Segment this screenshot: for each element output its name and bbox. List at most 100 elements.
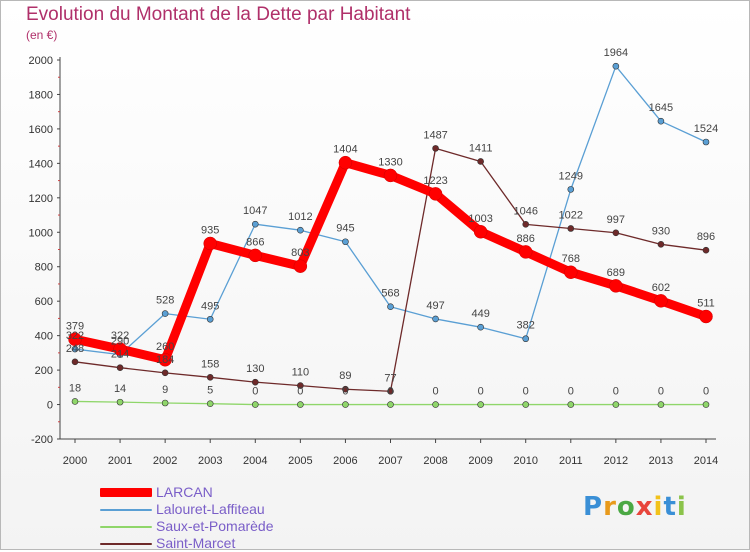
data-point bbox=[432, 401, 439, 408]
legend-label: LARCAN bbox=[156, 484, 213, 500]
data-label: 290 bbox=[111, 336, 129, 348]
data-label: 689 bbox=[607, 267, 625, 279]
data-point bbox=[116, 398, 124, 406]
series-line-0 bbox=[70, 158, 711, 365]
data-point bbox=[657, 241, 665, 248]
x-tick-label: 2006 bbox=[333, 455, 357, 467]
data-point bbox=[518, 245, 533, 259]
data-label: 0 bbox=[387, 386, 393, 398]
data-point bbox=[71, 398, 79, 405]
data-label: 0 bbox=[342, 386, 348, 398]
data-label: 602 bbox=[652, 282, 670, 294]
data-point bbox=[473, 225, 488, 239]
logo-letter: i bbox=[676, 492, 687, 522]
data-label: 77 bbox=[384, 372, 396, 384]
data-point bbox=[522, 221, 530, 228]
data-label: 5 bbox=[207, 385, 213, 397]
data-point bbox=[338, 155, 353, 170]
data-point bbox=[612, 62, 620, 70]
x-tick-label: 2010 bbox=[513, 455, 537, 467]
data-label: 158 bbox=[201, 358, 219, 370]
data-point bbox=[68, 332, 82, 347]
logo-letter: x bbox=[635, 492, 654, 522]
data-label: 495 bbox=[201, 300, 219, 312]
data-point bbox=[564, 265, 578, 279]
chart-title: Evolution du Montant de la Dette par Hab… bbox=[26, 4, 411, 25]
data-point bbox=[342, 385, 349, 393]
data-point bbox=[342, 238, 349, 246]
data-label: 89 bbox=[339, 370, 351, 382]
data-label: 1003 bbox=[468, 213, 492, 225]
data-label: 322 bbox=[111, 330, 129, 342]
legend-label: Saux-et-Pomarède bbox=[156, 518, 274, 534]
data-label: 260 bbox=[156, 341, 174, 353]
data-label: 866 bbox=[246, 236, 264, 248]
y-tick-label: 200 bbox=[35, 365, 53, 377]
data-label: 0 bbox=[658, 386, 664, 398]
data-point bbox=[699, 309, 713, 324]
y-tick-label: 1800 bbox=[29, 89, 53, 101]
data-label: 0 bbox=[252, 386, 258, 398]
data-point bbox=[158, 353, 172, 367]
data-point bbox=[522, 335, 530, 343]
data-label: 14 bbox=[114, 383, 126, 395]
logo-letter: i bbox=[653, 492, 664, 522]
y-tick-label: 1200 bbox=[29, 193, 53, 205]
y-tick-label: 400 bbox=[35, 331, 53, 343]
data-label: 1047 bbox=[243, 205, 267, 217]
data-point bbox=[297, 226, 304, 234]
data-label: 1964 bbox=[604, 47, 628, 59]
x-tick-label: 2007 bbox=[378, 455, 402, 467]
data-point bbox=[522, 401, 530, 408]
data-point bbox=[251, 220, 259, 228]
data-label: 997 bbox=[607, 214, 625, 226]
data-label: 935 bbox=[201, 224, 219, 236]
data-point bbox=[609, 279, 623, 293]
data-label: 1012 bbox=[288, 211, 312, 223]
data-point bbox=[113, 342, 127, 356]
data-label: 1249 bbox=[559, 170, 583, 182]
data-point bbox=[477, 401, 484, 408]
x-tick-label: 2008 bbox=[423, 455, 447, 467]
data-point bbox=[71, 358, 79, 366]
data-point bbox=[71, 345, 79, 353]
data-label: 214 bbox=[111, 349, 129, 361]
logo-letter: P bbox=[583, 492, 604, 522]
data-label: 184 bbox=[156, 354, 174, 366]
data-label: 945 bbox=[336, 223, 354, 235]
data-label: 382 bbox=[517, 320, 535, 332]
y-tick-label: 0 bbox=[47, 400, 53, 412]
proxiti-logo: Proxiti bbox=[583, 492, 687, 522]
x-tick-label: 2000 bbox=[63, 455, 87, 467]
data-label: 9 bbox=[162, 384, 168, 396]
x-tick-label: 2014 bbox=[694, 455, 718, 467]
data-label: 1524 bbox=[694, 123, 718, 135]
x-tick-label: 2002 bbox=[153, 455, 177, 467]
data-label: 511 bbox=[697, 298, 715, 310]
data-point bbox=[116, 364, 124, 371]
data-point bbox=[477, 323, 484, 331]
data-point bbox=[206, 374, 214, 381]
series-line-1 bbox=[74, 65, 707, 356]
y-tick-label: -200 bbox=[31, 434, 53, 446]
data-point bbox=[567, 401, 575, 408]
data-point bbox=[297, 401, 304, 408]
data-label: 1645 bbox=[649, 102, 673, 114]
data-point bbox=[161, 369, 169, 377]
data-label: 110 bbox=[292, 367, 310, 379]
logo-letter: r bbox=[603, 492, 617, 522]
data-point bbox=[432, 145, 439, 152]
data-point bbox=[387, 387, 394, 395]
data-point bbox=[702, 246, 710, 254]
data-label: 1046 bbox=[513, 205, 537, 217]
legend-swatch-saux-et-pomarede bbox=[100, 526, 152, 528]
data-label: 1223 bbox=[423, 175, 447, 187]
data-label: 803 bbox=[291, 247, 309, 259]
data-label: 528 bbox=[156, 295, 174, 307]
line-chart: -200020040060080010001200140016001800200… bbox=[29, 47, 719, 467]
data-label: 930 bbox=[652, 225, 670, 237]
data-label: 0 bbox=[478, 386, 484, 398]
legend-label: Saint-Marcet bbox=[156, 535, 236, 551]
logo-letter: o bbox=[616, 492, 636, 522]
data-label: 497 bbox=[426, 300, 444, 312]
